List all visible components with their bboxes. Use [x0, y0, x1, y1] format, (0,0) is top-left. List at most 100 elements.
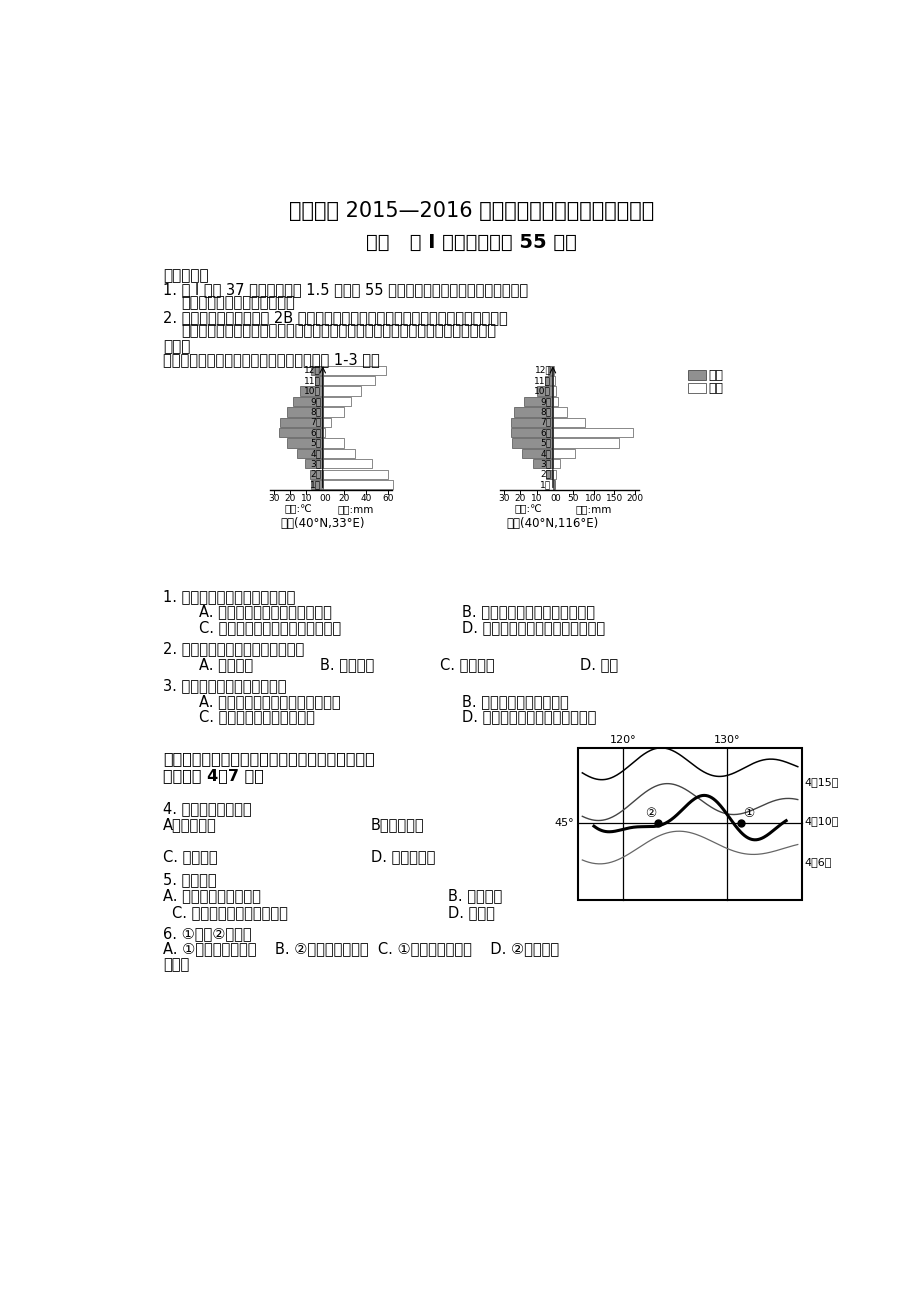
- Bar: [510, 428, 552, 437]
- Text: 5月: 5月: [539, 439, 550, 448]
- Text: 注意事项：: 注意事项：: [163, 268, 209, 283]
- Text: 100: 100: [584, 495, 602, 504]
- Bar: [546, 470, 552, 479]
- Text: 4. 图示区域主要位于: 4. 图示区域主要位于: [163, 802, 252, 816]
- Text: 3. 关于两地的叙述，正确的是: 3. 关于两地的叙述，正确的是: [163, 678, 286, 693]
- Text: 文登一中 2015—2016 学年第一学期阶段适应性练习二: 文登一中 2015—2016 学年第一学期阶段适应性练习二: [289, 201, 653, 221]
- Text: 6月: 6月: [310, 428, 321, 437]
- Text: 1月: 1月: [310, 480, 321, 490]
- Text: 图，回答 4～7 题。: 图，回答 4～7 题。: [163, 768, 264, 784]
- Text: 5月: 5月: [310, 439, 321, 448]
- Text: 2. 形成两地气候差异的主要因素是: 2. 形成两地气候差异的主要因素是: [163, 642, 304, 656]
- Bar: [323, 480, 392, 490]
- Text: 6月: 6月: [539, 428, 550, 437]
- Bar: [552, 376, 554, 385]
- Text: 120°: 120°: [609, 734, 636, 745]
- Bar: [300, 387, 323, 396]
- Bar: [552, 408, 567, 417]
- Text: 单位:mm: 单位:mm: [575, 504, 611, 514]
- Text: 3月: 3月: [310, 460, 321, 469]
- Text: D. 乙地河流以冰川融水补给为主: D. 乙地河流以冰川融水补给为主: [461, 710, 596, 724]
- Text: 11月: 11月: [304, 376, 321, 385]
- Text: 12月: 12月: [534, 366, 550, 375]
- Bar: [304, 460, 323, 469]
- Text: 10: 10: [301, 495, 312, 504]
- Bar: [536, 387, 552, 396]
- Bar: [278, 428, 323, 437]
- Text: 下图为甲、乙两地的气候资料图。据此完成 1-3 题。: 下图为甲、乙两地的气候资料图。据此完成 1-3 题。: [163, 353, 380, 367]
- Text: 1. 第 I 卷共 37 小题，每小题 1.5 分，共 55 分。在每小题给出的四个选项中，只: 1. 第 I 卷共 37 小题，每小题 1.5 分，共 55 分。在每小题给出的…: [163, 283, 528, 298]
- Bar: [552, 428, 632, 437]
- Text: 40: 40: [360, 495, 371, 504]
- Text: A. 地中海气候，温带大陆性气候: A. 地中海气候，温带大陆性气候: [199, 604, 331, 620]
- Bar: [323, 387, 360, 396]
- Text: 4月6日: 4月6日: [804, 857, 831, 867]
- Text: 0: 0: [323, 495, 330, 504]
- Bar: [552, 460, 560, 469]
- Text: 2月: 2月: [310, 470, 321, 479]
- Text: 地理   第 I 卷（必做，共 55 分）: 地理 第 I 卷（必做，共 55 分）: [366, 233, 576, 253]
- Bar: [687, 370, 705, 380]
- Bar: [323, 439, 344, 448]
- Bar: [323, 408, 344, 417]
- Bar: [552, 449, 575, 458]
- Text: C. 东北平原: C. 东北平原: [163, 849, 218, 865]
- Text: 乙地(40°N,116°E): 乙地(40°N,116°E): [506, 517, 598, 530]
- Text: 3月: 3月: [539, 460, 550, 469]
- Text: 单位:℃: 单位:℃: [284, 504, 312, 514]
- Bar: [311, 366, 323, 375]
- Text: D. 三江源地区: D. 三江源地区: [370, 849, 435, 865]
- Bar: [533, 460, 552, 469]
- Text: B．华北平原: B．华北平原: [370, 816, 424, 832]
- Text: 150: 150: [606, 495, 622, 504]
- Text: B. 地面状况: B. 地面状况: [320, 656, 374, 672]
- Bar: [510, 418, 552, 427]
- Text: C. 温带海洋性气候，温带季风气候: C. 温带海洋性气候，温带季风气候: [199, 620, 340, 635]
- Bar: [323, 366, 385, 375]
- Text: B. 乙地风力侵蚀作用显著: B. 乙地风力侵蚀作用显著: [461, 694, 568, 708]
- Text: 50: 50: [567, 495, 579, 504]
- Text: 0: 0: [554, 495, 560, 504]
- Text: 用橡皮擦干净后，再选涂其他答案标号。不涂在答题卡上，只答在试卷上不得分。: 用橡皮擦干净后，再选涂其他答案标号。不涂在答题卡上，只答在试卷上不得分。: [181, 323, 495, 339]
- Text: 7月: 7月: [310, 418, 321, 427]
- Text: 6. ①地与②地相比: 6. ①地与②地相比: [163, 926, 252, 941]
- Text: 9月: 9月: [539, 397, 550, 406]
- Bar: [293, 397, 323, 406]
- Text: 降水: 降水: [708, 381, 723, 395]
- Text: 30: 30: [498, 495, 509, 504]
- Bar: [544, 376, 552, 385]
- Bar: [552, 366, 553, 375]
- Text: 1. 甲、乙两地的气候类型分别为: 1. 甲、乙两地的气候类型分别为: [163, 589, 295, 604]
- Text: 8月: 8月: [539, 408, 550, 417]
- Bar: [314, 376, 323, 385]
- Text: C. 甲、乙两地均盛行西北风: C. 甲、乙两地均盛行西北风: [199, 710, 314, 724]
- Text: 4月: 4月: [539, 449, 550, 458]
- Text: 1月: 1月: [539, 480, 550, 490]
- Text: ②: ②: [644, 807, 655, 820]
- Text: 45°: 45°: [553, 818, 573, 828]
- Text: 10月: 10月: [534, 387, 550, 396]
- Bar: [323, 376, 374, 385]
- Text: 11月: 11月: [534, 376, 550, 385]
- Text: 30: 30: [267, 495, 279, 504]
- Bar: [552, 397, 557, 406]
- Text: D. 无凌汛: D. 无凌汛: [448, 905, 494, 919]
- Text: ①: ①: [743, 807, 754, 820]
- Text: 20: 20: [514, 495, 526, 504]
- Bar: [310, 470, 323, 479]
- Text: 8月: 8月: [310, 408, 321, 417]
- Text: 7月: 7月: [539, 418, 550, 427]
- Bar: [578, 747, 800, 900]
- Bar: [552, 480, 554, 490]
- Bar: [552, 480, 553, 490]
- Text: 雪较少: 雪较少: [163, 957, 189, 973]
- Bar: [296, 449, 323, 458]
- Text: A. ①地融雪完成较早    B. ②地白昼时间更长  C. ①地山地气温较低    D. ②地低地积: A. ①地融雪完成较早 B. ②地白昼时间更长 C. ①地山地气温较低 D. ②…: [163, 941, 559, 957]
- Text: D. 温带大陆性气候，温带季风气候: D. 温带大陆性气候，温带季风气候: [461, 620, 605, 635]
- Bar: [323, 470, 388, 479]
- Text: 10月: 10月: [304, 387, 321, 396]
- Bar: [323, 449, 355, 458]
- Bar: [311, 480, 323, 490]
- Text: 0: 0: [550, 495, 555, 504]
- Bar: [287, 408, 323, 417]
